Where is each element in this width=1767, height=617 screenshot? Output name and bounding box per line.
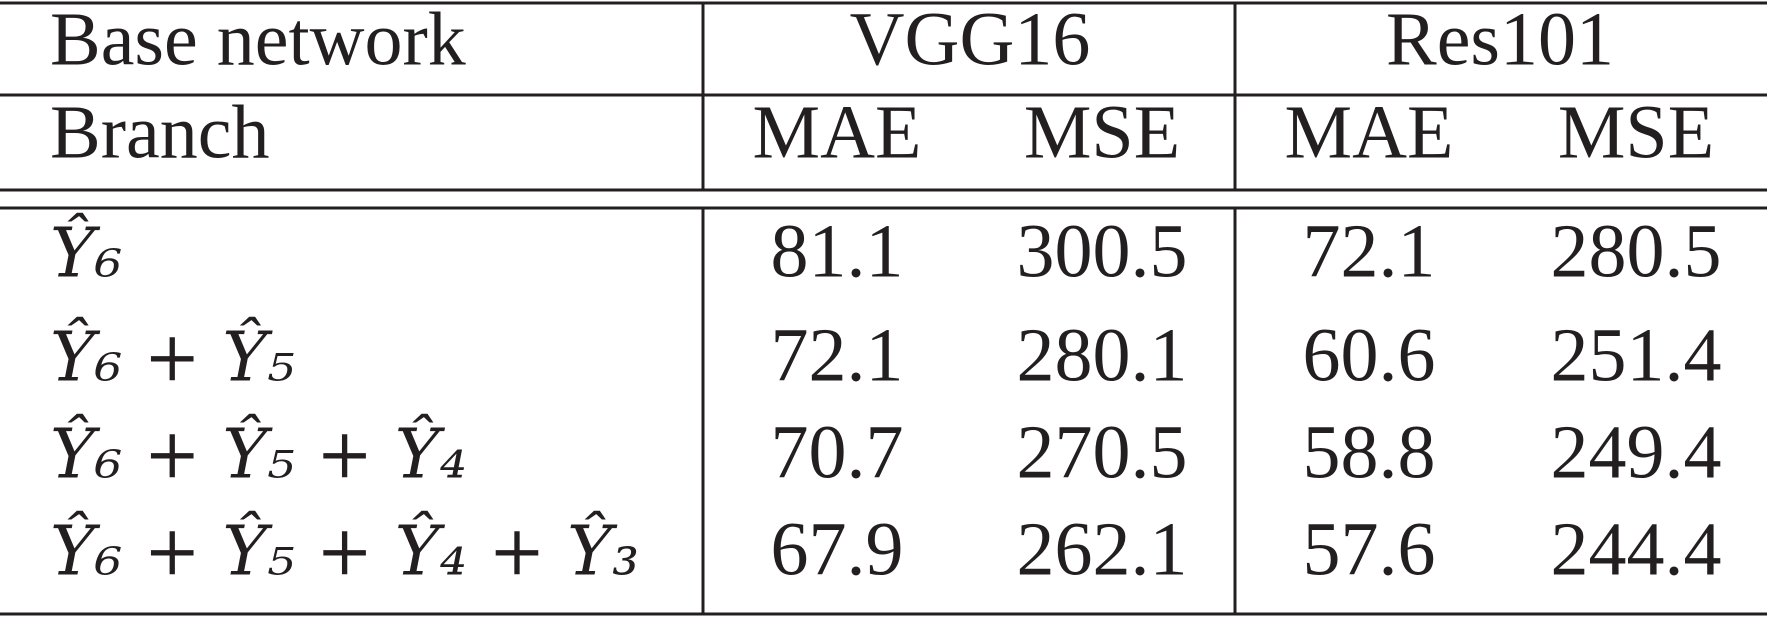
cell: 58.8 xyxy=(1303,410,1436,494)
cell: 270.5 xyxy=(1017,410,1188,494)
header-cell: MSE xyxy=(1024,90,1180,174)
cell: 244.4 xyxy=(1551,507,1722,591)
cell: 251.4 xyxy=(1551,313,1722,397)
header-cell: Base network xyxy=(50,0,466,81)
cell: 70.7 xyxy=(771,410,904,494)
cell: 57.6 xyxy=(1303,507,1436,591)
cell: 280.1 xyxy=(1017,313,1188,397)
cell: 72.1 xyxy=(771,313,904,397)
cell: 262.1 xyxy=(1017,507,1188,591)
header-cell: MAE xyxy=(753,90,922,174)
header-cell: Branch xyxy=(50,90,269,174)
header-cell: VGG16 xyxy=(850,0,1091,81)
cell: 249.4 xyxy=(1551,410,1722,494)
header-cell: MAE xyxy=(1285,90,1454,174)
row-label: Ŷ₆ xyxy=(50,214,122,294)
cell: 280.5 xyxy=(1551,209,1722,293)
row-label: Ŷ₆ + Ŷ₅ + Ŷ₄ xyxy=(50,415,467,495)
cell: 72.1 xyxy=(1303,209,1436,293)
row-label: Ŷ₆ + Ŷ₅ + Ŷ₄ + Ŷ₃ xyxy=(50,512,639,592)
header-cell: MSE xyxy=(1558,90,1714,174)
header-cell: Res101 xyxy=(1386,0,1614,81)
cell: 60.6 xyxy=(1303,313,1436,397)
row-label: Ŷ₆ + Ŷ₅ xyxy=(50,318,295,398)
cell: 81.1 xyxy=(771,209,904,293)
cell: 300.5 xyxy=(1017,209,1188,293)
cell: 67.9 xyxy=(771,507,904,591)
